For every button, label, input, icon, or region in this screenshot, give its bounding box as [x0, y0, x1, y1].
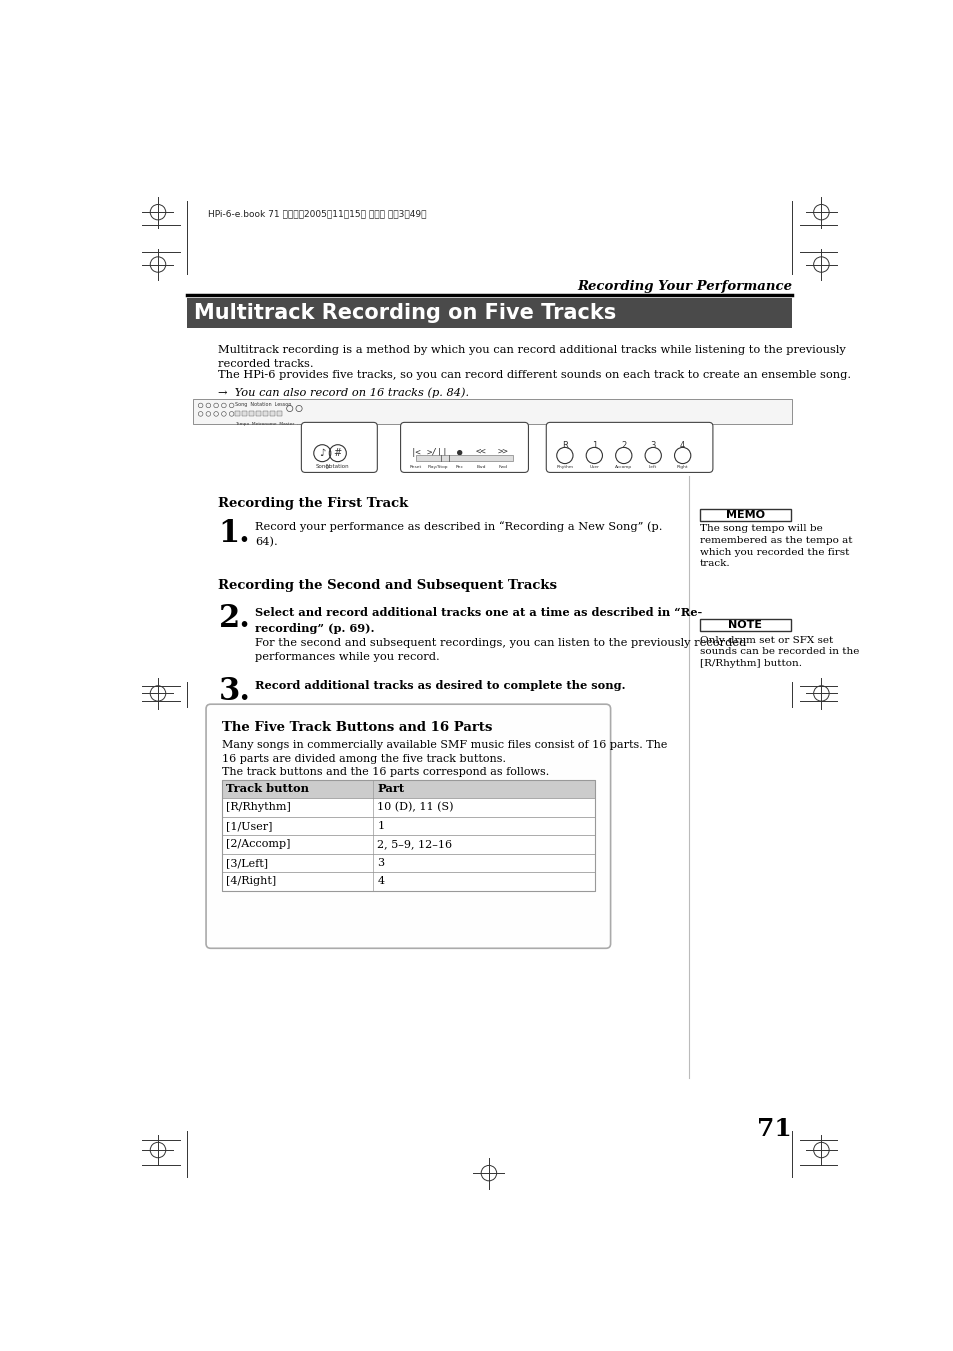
- Text: Song: Song: [315, 463, 329, 469]
- Text: 2, 5–9, 12–16: 2, 5–9, 12–16: [377, 839, 452, 850]
- Bar: [221, 780, 595, 890]
- Text: 2.: 2.: [218, 604, 250, 635]
- Bar: [187, 299, 791, 328]
- Bar: [416, 455, 513, 461]
- Text: >>: >>: [497, 449, 508, 457]
- Text: 3.: 3.: [218, 676, 251, 707]
- Text: Select and record additional tracks one at a time as described in “Re-
recording: Select and record additional tracks one …: [254, 607, 701, 634]
- Text: 3: 3: [650, 440, 656, 450]
- Text: 1.: 1.: [218, 517, 250, 549]
- Text: Recording the First Track: Recording the First Track: [218, 497, 408, 511]
- Bar: [221, 871, 595, 890]
- Text: ●: ●: [456, 449, 461, 457]
- Text: Reset: Reset: [410, 465, 422, 469]
- Text: R: R: [561, 440, 567, 450]
- Text: Part: Part: [377, 784, 404, 794]
- Text: Only drum set or SFX set
sounds can be recorded in the
[R/Rhythm] button.: Only drum set or SFX set sounds can be r…: [699, 636, 859, 669]
- Text: →  You can also record on 16 tracks (p. 84).: → You can also record on 16 tracks (p. 8…: [218, 386, 469, 397]
- Text: [4/Right]: [4/Right]: [226, 877, 276, 886]
- Text: 10 (D), 11 (S): 10 (D), 11 (S): [377, 802, 454, 812]
- Text: HPi-6-e.book 71 ページ　2005年11月15日 火曜日 午後3晉49分: HPi-6-e.book 71 ページ 2005年11月15日 火曜日 午後3晉…: [208, 209, 426, 219]
- Bar: [277, 411, 282, 416]
- Text: The Five Track Buttons and 16 Parts: The Five Track Buttons and 16 Parts: [221, 721, 492, 734]
- Bar: [249, 411, 253, 416]
- Text: Record your performance as described in “Recording a New Song” (p.
64).: Record your performance as described in …: [254, 521, 661, 547]
- Text: [2/Accomp]: [2/Accomp]: [226, 839, 291, 850]
- FancyBboxPatch shape: [400, 423, 528, 473]
- FancyBboxPatch shape: [546, 423, 712, 473]
- Text: Notation: Notation: [326, 463, 349, 469]
- Text: The track buttons and the 16 parts correspond as follows.: The track buttons and the 16 parts corre…: [221, 766, 548, 777]
- Text: #: #: [334, 449, 341, 458]
- Text: Bwd: Bwd: [476, 465, 485, 469]
- Text: Recording Your Performance: Recording Your Performance: [577, 280, 791, 293]
- Text: The song tempo will be
remembered as the tempo at
which you recorded the first
t: The song tempo will be remembered as the…: [699, 524, 851, 569]
- Bar: [221, 835, 595, 854]
- Text: Multitrack Recording on Five Tracks: Multitrack Recording on Five Tracks: [194, 303, 616, 323]
- Text: |<: |<: [411, 449, 421, 457]
- Bar: [221, 798, 595, 816]
- Text: 1: 1: [591, 440, 597, 450]
- Bar: [221, 780, 595, 798]
- Bar: [270, 411, 274, 416]
- Text: Play/Stop: Play/Stop: [427, 465, 448, 469]
- Text: Track button: Track button: [226, 784, 309, 794]
- Text: [3/Left]: [3/Left]: [226, 858, 268, 867]
- Text: Record additional tracks as desired to complete the song.: Record additional tracks as desired to c…: [254, 680, 625, 690]
- Bar: [699, 508, 790, 521]
- Bar: [193, 400, 791, 424]
- Text: MEMO: MEMO: [725, 509, 764, 520]
- Text: Fwd: Fwd: [497, 465, 507, 469]
- Bar: [242, 411, 247, 416]
- Bar: [263, 411, 268, 416]
- Text: Song  Notation  Lesson: Song Notation Lesson: [235, 403, 292, 408]
- FancyBboxPatch shape: [301, 423, 377, 473]
- Text: 2: 2: [620, 440, 626, 450]
- Text: Recording the Second and Subsequent Tracks: Recording the Second and Subsequent Trac…: [218, 580, 557, 593]
- Text: >/||: >/||: [427, 449, 448, 457]
- Text: For the second and subsequent recordings, you can listen to the previously recor: For the second and subsequent recordings…: [254, 638, 745, 662]
- Text: Multitrack recording is a method by which you can record additional tracks while: Multitrack recording is a method by whic…: [218, 345, 845, 369]
- Bar: [699, 619, 790, 631]
- Text: 4: 4: [377, 877, 384, 886]
- Text: Left: Left: [648, 466, 657, 470]
- Text: ♪: ♪: [319, 449, 325, 458]
- Text: 1: 1: [377, 821, 384, 831]
- Text: 71: 71: [757, 1117, 791, 1142]
- Text: Many songs in commercially available SMF music files consist of 16 parts. The
16: Many songs in commercially available SMF…: [221, 739, 666, 763]
- Text: Right: Right: [676, 466, 688, 470]
- Text: Accomp: Accomp: [615, 466, 632, 470]
- Text: NOTE: NOTE: [728, 620, 761, 630]
- Text: The HPi-6 provides five tracks, so you can record different sounds on each track: The HPi-6 provides five tracks, so you c…: [218, 370, 851, 380]
- Text: User: User: [589, 466, 598, 470]
- Bar: [256, 411, 261, 416]
- Bar: [221, 816, 595, 835]
- Text: Tempo  Metronome  Master  ...: Tempo Metronome Master ...: [235, 423, 301, 427]
- Text: Rhythm: Rhythm: [556, 466, 573, 470]
- Bar: [221, 854, 595, 871]
- Text: <<: <<: [476, 449, 486, 457]
- Text: [R/Rhythm]: [R/Rhythm]: [226, 802, 291, 812]
- FancyBboxPatch shape: [206, 704, 610, 948]
- Text: Rec: Rec: [456, 465, 463, 469]
- Text: [1/User]: [1/User]: [226, 821, 273, 831]
- Bar: [235, 411, 240, 416]
- Text: 3: 3: [377, 858, 384, 867]
- Text: 4: 4: [679, 440, 684, 450]
